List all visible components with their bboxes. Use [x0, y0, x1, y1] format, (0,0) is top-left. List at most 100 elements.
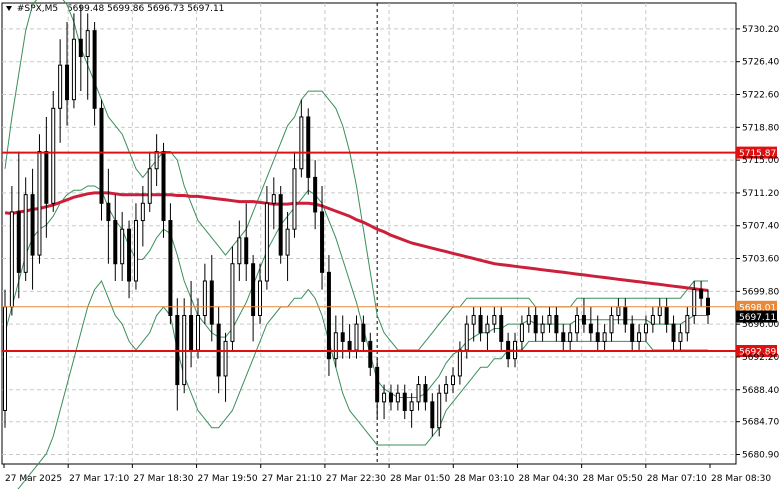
candle-body [561, 332, 566, 342]
candle-body [168, 220, 173, 317]
candle-body [120, 228, 125, 265]
candle-body [271, 194, 276, 204]
candle-body [65, 64, 70, 101]
candle-body [444, 384, 449, 394]
y-tick-label: 5730.20 [742, 25, 779, 35]
y-tick-label: 5699.80 [742, 287, 779, 297]
candle-body [671, 323, 676, 342]
candle-body [388, 392, 393, 403]
candle-body [457, 349, 462, 377]
candle-body [540, 323, 545, 334]
candle-body [333, 332, 338, 360]
bollinger-upper-line [4, 0, 708, 351]
candle-body [616, 306, 621, 317]
y-tick-label: 5726.40 [742, 58, 779, 68]
x-tick-label: 27 Mar 21:10 [262, 474, 322, 484]
candle-body [306, 116, 311, 178]
candle-body [9, 211, 14, 308]
candle-body [588, 323, 593, 334]
candle-body [595, 332, 600, 342]
y-tick-label: 5696.00 [742, 320, 779, 330]
candle-body [230, 263, 235, 342]
bollinger-lower-line [17, 280, 708, 489]
y-tick-label: 5692.20 [742, 353, 779, 363]
y-tick-label: 5680.90 [742, 451, 779, 461]
axes: 5730.20 5726.40 5722.60 5718.80 5715.00 5711.… [3, 25, 779, 484]
candle-body [430, 401, 435, 429]
candles [3, 4, 710, 437]
bollinger-bands [4, 0, 708, 489]
candle-body [664, 306, 669, 325]
candle-body [533, 315, 538, 334]
x-tick-label: 27 Mar 22:30 [326, 474, 386, 484]
candle-body [602, 332, 607, 342]
candle-body [30, 194, 35, 256]
y-tick-label: 5688.40 [742, 386, 779, 396]
candle-body [340, 332, 345, 342]
y-tick-label: 5703.60 [742, 255, 779, 265]
x-tick-label: 28 Mar 08:30 [711, 474, 771, 484]
candle-body [237, 237, 242, 265]
level-tag-label: 5715.87 [739, 149, 776, 159]
candle-body [37, 150, 42, 256]
candle-body [478, 315, 483, 334]
candle-body [113, 220, 118, 265]
y-tick-label: 5711.20 [742, 189, 779, 199]
candle-body [643, 323, 648, 334]
collapse-triangle-icon[interactable] [6, 6, 12, 11]
candle-body [526, 315, 531, 325]
candle-body [423, 384, 428, 403]
candle-body [127, 228, 132, 282]
candle-body [58, 64, 63, 109]
candle-body [51, 107, 56, 204]
candle-body [464, 323, 469, 351]
candle-body [547, 315, 552, 325]
candle-body [16, 211, 21, 273]
candle-body [347, 340, 352, 351]
moving-average-line [4, 191, 709, 292]
candle-body [189, 315, 194, 351]
candle-body [78, 38, 83, 58]
current-price-label: 5697.11 [739, 313, 776, 323]
candle-body [519, 323, 524, 342]
candle-body [195, 315, 200, 351]
y-tick-label: 5715.00 [742, 156, 779, 166]
candle-body [450, 375, 455, 386]
chart-header: #SPX,M5 5699.48 5699.86 5696.73 5697.11 [6, 4, 224, 14]
candle-body [264, 202, 269, 282]
candle-body [92, 30, 97, 109]
candle-body [375, 366, 380, 403]
candle-body [650, 315, 655, 325]
candle-body [437, 392, 442, 429]
y-tick-label: 5684.70 [742, 418, 779, 428]
candle-body [471, 315, 476, 325]
moving-average [4, 191, 709, 292]
candle-body [692, 289, 697, 317]
candle-body [23, 194, 28, 273]
current-price-tag [736, 310, 777, 323]
orange-level-tag [736, 300, 777, 313]
candle-body [402, 392, 407, 411]
candle-body [147, 168, 152, 204]
candle-body [637, 332, 642, 342]
candle-body [409, 401, 414, 411]
candle-body [3, 306, 7, 411]
symbol-label: #SPX,M5 [16, 4, 59, 14]
candle-body [575, 315, 580, 334]
candle-body [44, 150, 49, 204]
candle-body [313, 176, 318, 213]
candle-body [244, 237, 249, 265]
candle-body [499, 315, 504, 342]
candle-body [685, 315, 690, 334]
level-tag-label: 5692.89 [739, 347, 776, 357]
candle-body [581, 315, 586, 325]
candle-body [99, 107, 104, 204]
candle-body [133, 220, 138, 282]
y-tick-label: 5718.80 [742, 123, 779, 133]
candle-body [202, 280, 207, 317]
candle-body [623, 306, 628, 325]
x-tick-label: 28 Mar 03:10 [454, 474, 514, 484]
x-tick-label: 28 Mar 07:10 [647, 474, 707, 484]
